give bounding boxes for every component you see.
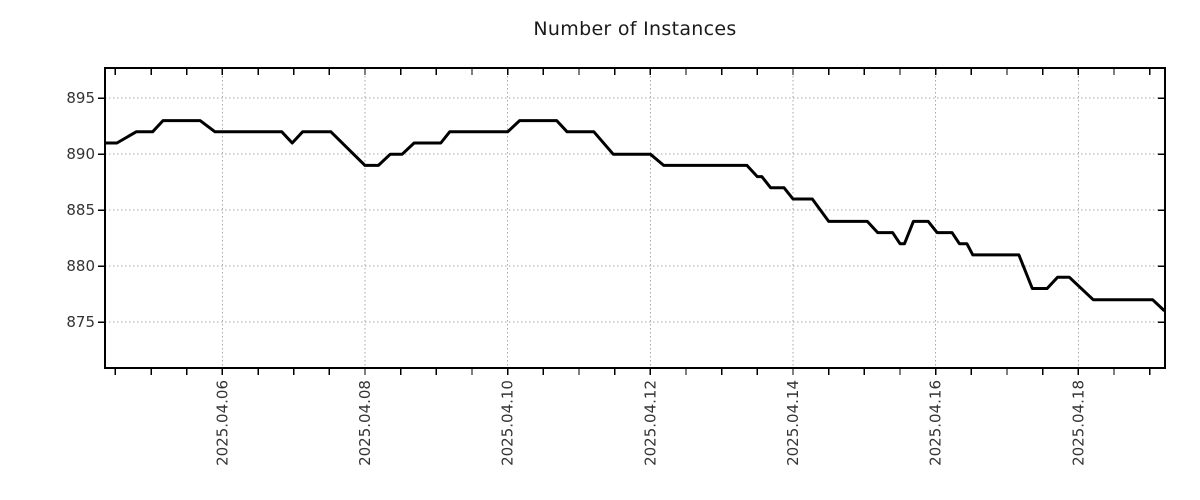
x-tick-label: 2025.04.08 <box>356 380 374 466</box>
x-tick-label: 2025.04.06 <box>213 380 231 466</box>
x-tick-label: 2025.04.16 <box>927 380 945 466</box>
plot-border <box>104 67 1166 369</box>
y-tick-label: 895 <box>66 89 95 107</box>
x-tick-label: 2025.04.10 <box>499 380 517 466</box>
x-tick-label: 2025.04.18 <box>1069 380 1087 466</box>
y-tick-label: 880 <box>66 257 95 275</box>
y-tick-label: 875 <box>66 313 95 331</box>
x-tick-label: 2025.04.12 <box>641 380 659 466</box>
x-tick-label: 2025.04.14 <box>784 380 802 466</box>
y-tick-label: 885 <box>66 201 95 219</box>
y-tick-label: 890 <box>66 145 95 163</box>
data-line-instances <box>105 119 1166 312</box>
chart-title: Number of Instances <box>533 18 737 40</box>
